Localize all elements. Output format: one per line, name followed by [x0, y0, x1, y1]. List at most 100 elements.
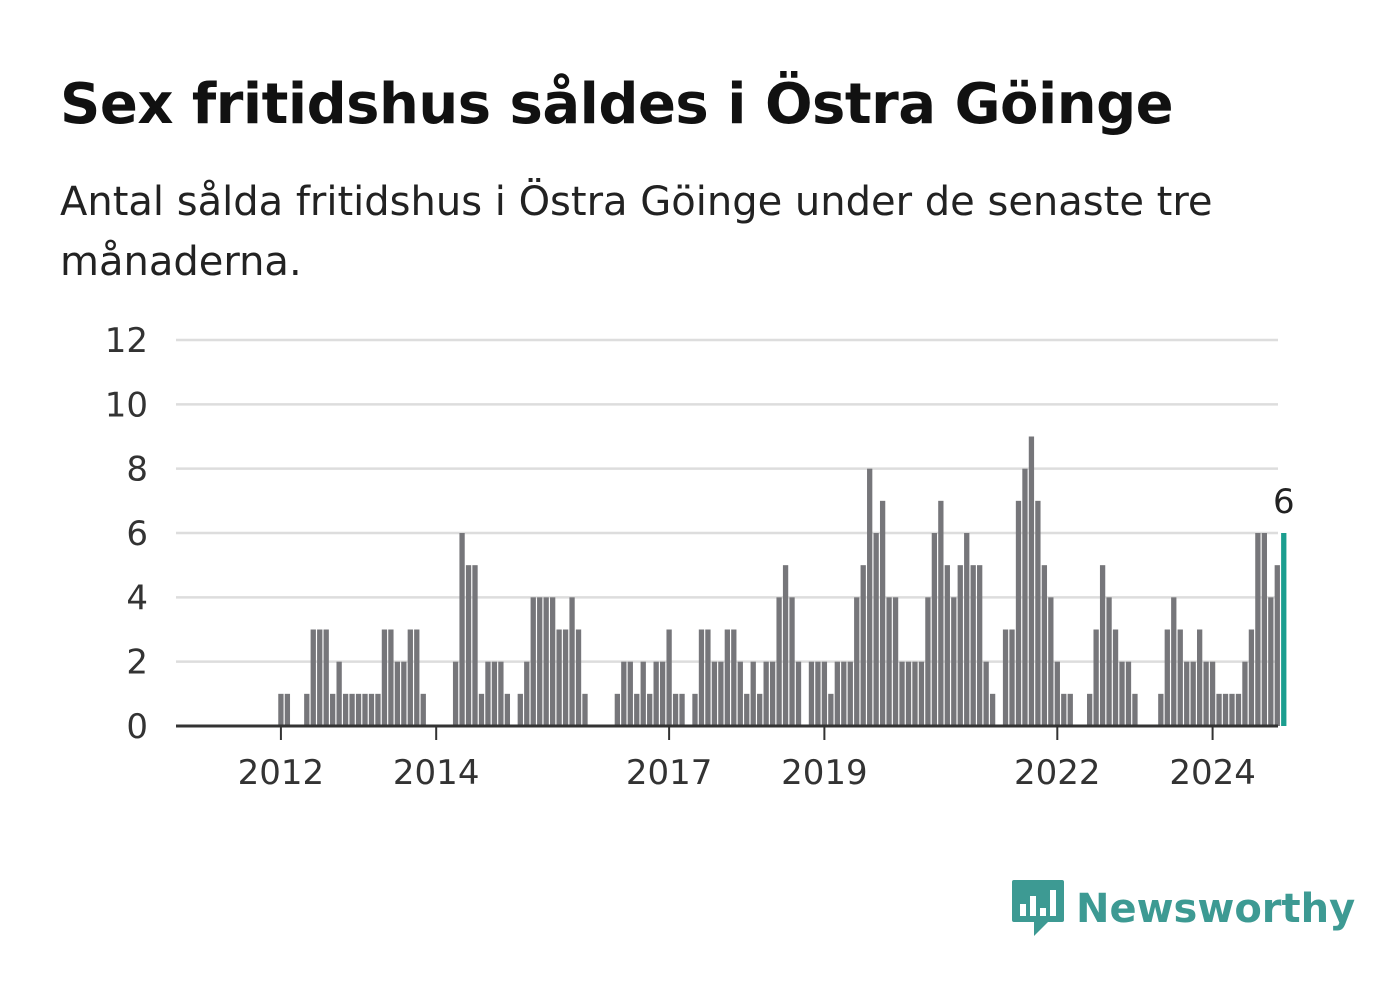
bar [672, 693, 679, 726]
bar [640, 661, 646, 726]
bar [1054, 661, 1060, 726]
bar [1222, 693, 1229, 726]
bar [472, 565, 478, 726]
bars [278, 436, 1287, 726]
x-axis-ticks: 2012 2014 2017 2019 2022 2024 [238, 726, 1256, 793]
bar [478, 693, 485, 726]
y-tick-label: 4 [126, 578, 148, 618]
y-tick-label: 10 [105, 385, 148, 425]
bar [278, 693, 284, 726]
bar [905, 661, 912, 726]
bar [718, 661, 724, 726]
bar [634, 693, 640, 726]
bar [828, 693, 834, 726]
bar [582, 693, 588, 726]
bar [1035, 500, 1041, 726]
bar [498, 661, 504, 726]
y-tick-label: 12 [105, 321, 148, 361]
bar [776, 597, 782, 726]
bar [1132, 693, 1138, 726]
bar [763, 661, 769, 726]
bar [977, 565, 983, 726]
bar [692, 693, 698, 726]
bar [530, 597, 536, 726]
bar [886, 597, 892, 726]
bar [1158, 693, 1164, 726]
bar [1171, 597, 1177, 726]
x-tick-label: 2014 [393, 753, 480, 793]
bar [394, 661, 401, 726]
bar [1197, 629, 1203, 726]
bar [310, 629, 316, 726]
bar [368, 693, 375, 726]
bar [1235, 693, 1242, 726]
bar [543, 597, 549, 726]
bar [698, 629, 705, 726]
bar-chart: 0 2 4 6 8 10 12 2012 2014 2017 2019 2022 2024 6 [105, 321, 1295, 793]
bar [789, 597, 795, 726]
x-tick-label: 2022 [1014, 753, 1101, 793]
bar [847, 661, 853, 726]
bar [867, 468, 873, 726]
bar [1015, 500, 1022, 726]
bar [1242, 661, 1248, 726]
highlight-bar [1281, 533, 1287, 726]
chart-subtitle: Antal sålda fritidshus i Östra Göinge un… [60, 179, 1213, 285]
bar [330, 693, 336, 726]
bar [1093, 629, 1099, 726]
bar [1184, 661, 1190, 726]
bar [1216, 693, 1222, 726]
bar [304, 693, 310, 726]
bar [938, 500, 944, 726]
bar [381, 629, 388, 726]
bar [1041, 565, 1048, 726]
bar [575, 629, 582, 726]
bar [795, 661, 802, 726]
bar [834, 661, 840, 726]
bar [769, 661, 776, 726]
bar [465, 565, 472, 726]
bar [362, 693, 368, 726]
bar [1248, 629, 1255, 726]
bar [679, 693, 685, 726]
bar [705, 629, 711, 726]
bar [1268, 597, 1274, 726]
bar [711, 661, 718, 726]
bar [815, 661, 821, 726]
bar [349, 693, 355, 726]
bar [1022, 468, 1028, 726]
brand-name: Newsworthy [1076, 886, 1356, 932]
bar [951, 597, 957, 726]
bar [407, 629, 413, 726]
bar [737, 661, 743, 726]
y-tick-label: 0 [126, 707, 148, 747]
bar [854, 597, 860, 726]
chart-title: Sex fritidshus såldes i Östra Göinge [60, 72, 1174, 137]
bar [1112, 629, 1119, 726]
y-tick-label: 8 [126, 450, 148, 490]
bar [1099, 565, 1106, 726]
bar [452, 661, 459, 726]
bar [1190, 661, 1196, 726]
bar [964, 533, 970, 726]
bar [562, 629, 569, 726]
bar [1106, 597, 1112, 726]
bar [1119, 661, 1125, 726]
bar [944, 565, 950, 726]
bar [860, 565, 866, 726]
bar [1274, 565, 1280, 726]
bar [808, 661, 815, 726]
bar [342, 693, 349, 726]
bar-chart-speech-bubble-icon [1012, 880, 1064, 936]
bar [401, 661, 407, 726]
bar [556, 629, 562, 726]
bar [731, 629, 737, 726]
bar [970, 565, 976, 726]
bar [1164, 629, 1170, 726]
bar [757, 693, 763, 726]
bar [614, 693, 620, 726]
bar [782, 565, 789, 726]
bar [375, 693, 381, 726]
bar [504, 693, 511, 726]
highlight-value-label: 6 [1273, 482, 1295, 522]
